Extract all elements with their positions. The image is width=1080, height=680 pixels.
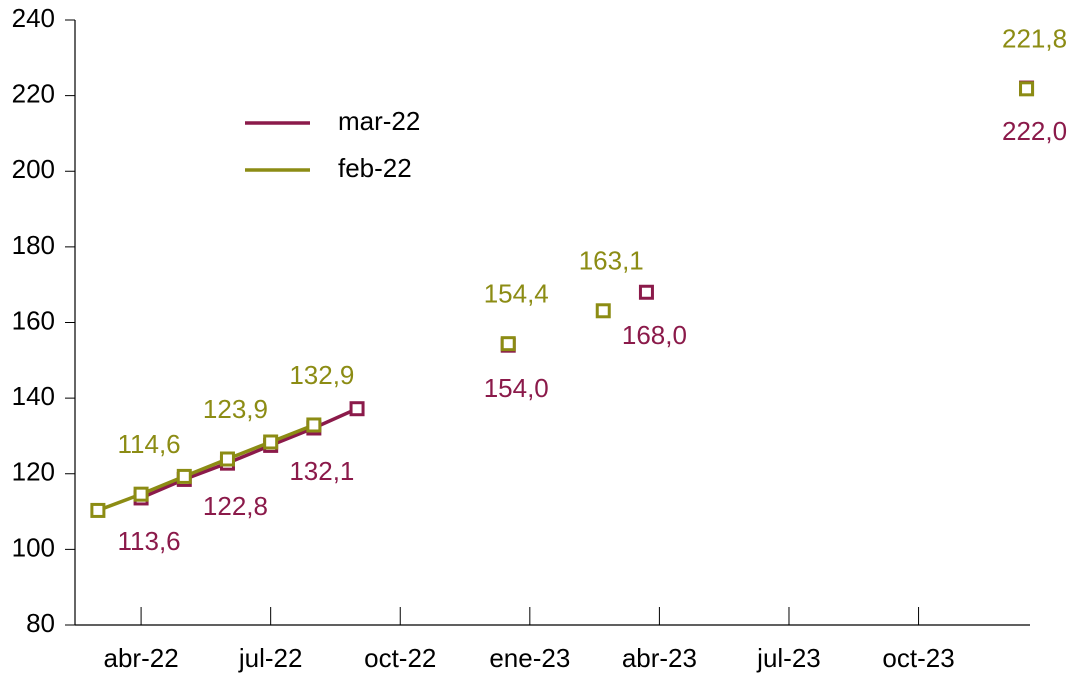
y-tick-label: 160 (12, 305, 55, 335)
data-label: 132,9 (289, 360, 354, 390)
marker (176, 468, 192, 484)
data-label: 222,0 (1002, 116, 1067, 146)
marker (349, 401, 365, 417)
data-label: 168,0 (622, 320, 687, 350)
data-label: 154,0 (484, 373, 549, 403)
x-tick-label: oct-23 (882, 643, 954, 673)
data-label: 123,9 (203, 394, 268, 424)
marker (306, 417, 322, 433)
data-label: 132,1 (289, 456, 354, 486)
y-tick-label: 140 (12, 381, 55, 411)
x-tick-label: jul-23 (756, 643, 821, 673)
y-tick-label: 240 (12, 3, 55, 33)
y-tick-label: 80 (26, 608, 55, 638)
x-tick-label: oct-22 (364, 643, 436, 673)
data-label: 113,6 (118, 526, 181, 556)
x-tick-label: abr-23 (622, 643, 697, 673)
legend-label: feb-22 (338, 153, 412, 183)
x-tick-label: ene-23 (489, 643, 570, 673)
x-tick-label: abr-22 (104, 643, 179, 673)
marker (133, 486, 149, 502)
marker (638, 284, 654, 300)
y-tick-label: 120 (12, 457, 55, 487)
y-tick-label: 100 (12, 532, 55, 562)
x-tick-label: jul-22 (238, 643, 303, 673)
y-tick-label: 180 (12, 230, 55, 260)
marker (500, 336, 516, 352)
data-label: 154,4 (484, 279, 549, 309)
legend-label: mar-22 (338, 106, 420, 136)
marker (90, 502, 106, 518)
data-label: 163,1 (579, 246, 644, 276)
data-label: 114,6 (118, 429, 181, 459)
y-tick-label: 220 (12, 79, 55, 109)
marker (595, 303, 611, 319)
y-tick-label: 200 (12, 154, 55, 184)
marker (1019, 81, 1035, 97)
marker (263, 434, 279, 450)
marker (219, 451, 235, 467)
data-label: 122,8 (203, 491, 268, 521)
data-label: 221,8 (1002, 24, 1067, 54)
